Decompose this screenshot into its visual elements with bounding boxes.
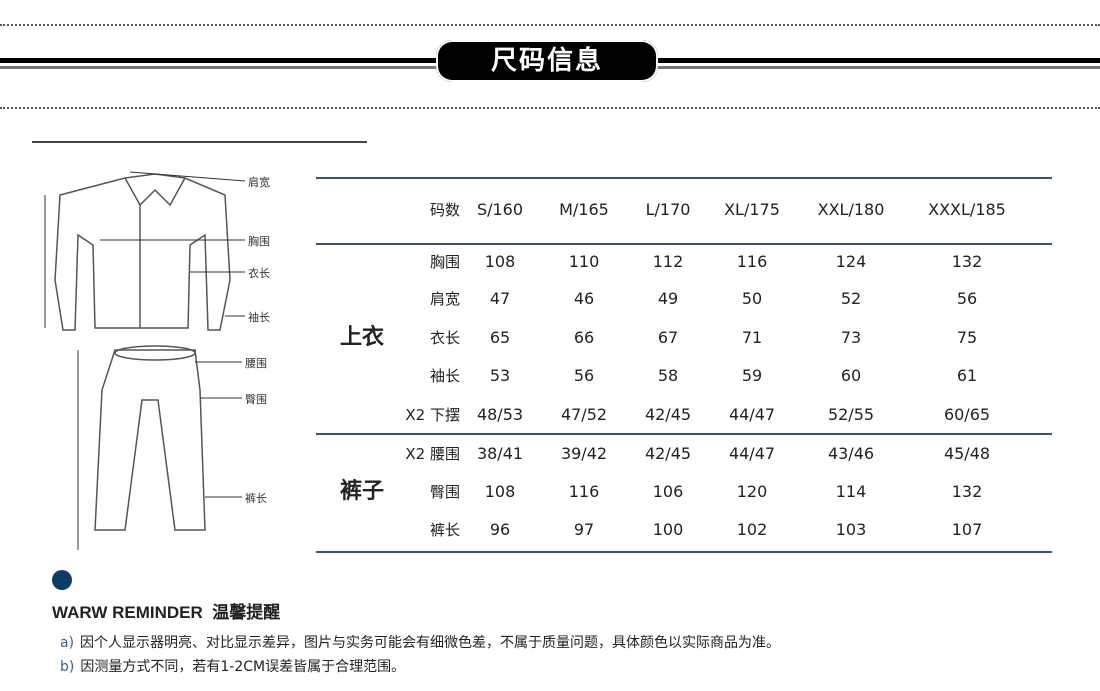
table-cell: 38/41 [476, 444, 524, 463]
table-cell: 43/46 [827, 444, 875, 463]
table-rule [316, 243, 1052, 245]
table-cell: 46 [573, 289, 595, 308]
table-cell: 108 [484, 252, 516, 271]
reminder-title: WARW REMINDER 温馨提醒 [52, 598, 280, 623]
divider [0, 107, 1100, 109]
bullet-icon [52, 570, 72, 590]
table-cell: 53 [489, 366, 511, 385]
size-header: M/165 [559, 200, 609, 219]
table-cell: 49 [657, 289, 679, 308]
table-cell: 48/53 [476, 405, 524, 424]
label-shoulder: 肩宽 [248, 176, 270, 189]
table-cell: 112 [652, 252, 684, 271]
table-cell: 103 [835, 520, 867, 539]
table-cell: 47/52 [560, 405, 608, 424]
reminder-title-cn: 温馨提醒 [212, 603, 281, 622]
label-chest: 胸围 [248, 235, 270, 248]
label-hip: 臀围 [245, 393, 267, 406]
table-cell: 42/45 [644, 444, 692, 463]
row-label: 裤长 [429, 521, 460, 539]
table-rule [316, 177, 1052, 179]
table-cell: 66 [573, 328, 595, 347]
section-title: 尺码信息 [436, 40, 658, 82]
table-cell: 65 [489, 328, 511, 347]
table-cell: 114 [835, 482, 867, 501]
garment-diagram [44, 171, 246, 550]
table-cell: 106 [652, 482, 684, 501]
table-cell: 59 [741, 366, 763, 385]
header-label: 码数 [429, 201, 460, 219]
row-label: X2 腰围 [405, 445, 460, 463]
row-label: X2 下摆 [405, 406, 460, 424]
label-pants-length: 裤长 [245, 492, 267, 505]
row-label: 衣长 [429, 329, 460, 347]
section-label: 裤子 [340, 479, 385, 504]
table-cell: 132 [951, 252, 983, 271]
table-cell: 56 [573, 366, 595, 385]
table-cell: 110 [568, 252, 600, 271]
label-waist: 腰围 [245, 357, 267, 370]
table-cell: 47 [489, 289, 511, 308]
divider [32, 141, 367, 143]
table-cell: 100 [652, 520, 684, 539]
table-cell: 96 [489, 520, 511, 539]
table-cell: 124 [835, 252, 867, 271]
table-cell: 71 [741, 328, 763, 347]
table-cell: 107 [951, 520, 983, 539]
reminder-title-en: WARW REMINDER [52, 603, 203, 622]
table-cell: 44/47 [728, 444, 776, 463]
note-text: 因个人显示器明亮、对比显示差异，图片与实务可能会有细微色差，不属于质量问题，具体… [80, 635, 781, 651]
divider [0, 24, 1100, 26]
size-header: XXL/180 [817, 200, 885, 219]
table-cell: 120 [736, 482, 768, 501]
table-cell: 39/42 [560, 444, 608, 463]
size-header: L/170 [645, 200, 691, 219]
table-cell: 56 [956, 289, 978, 308]
table-cell: 45/48 [943, 444, 991, 463]
table-cell: 132 [951, 482, 983, 501]
row-label: 臀围 [429, 483, 460, 501]
table-cell: 44/47 [728, 405, 776, 424]
table-cell: 52 [840, 289, 862, 308]
label-length: 衣长 [248, 267, 270, 280]
size-header: S/160 [476, 200, 524, 219]
table-cell: 58 [657, 366, 679, 385]
label-sleeve: 袖长 [248, 311, 270, 324]
table-cell: 61 [956, 366, 978, 385]
note-key: b) [60, 659, 75, 675]
table-cell: 102 [736, 520, 768, 539]
row-label: 肩宽 [429, 290, 460, 308]
table-cell: 116 [568, 482, 600, 501]
note-key: a) [60, 635, 75, 651]
table-cell: 108 [484, 482, 516, 501]
note-a: a) 因个人显示器明亮、对比显示差异，图片与实务可能会有细微色差，不属于质量问题，… [60, 632, 780, 652]
section-label: 上衣 [340, 325, 385, 350]
table-cell: 73 [840, 328, 862, 347]
table-cell: 52/55 [827, 405, 875, 424]
table-cell: 75 [956, 328, 978, 347]
table-cell: 42/45 [644, 405, 692, 424]
note-text: 因测量方式不同，若有1-2CM误差皆属于合理范围。 [80, 659, 406, 675]
size-header: XL/175 [724, 200, 780, 219]
table-rule [316, 433, 1052, 435]
table-cell: 60 [840, 366, 862, 385]
size-header: XXXL/185 [928, 200, 1006, 219]
table-cell: 60/65 [943, 405, 991, 424]
row-label: 胸围 [429, 253, 460, 271]
row-label: 袖长 [429, 367, 460, 385]
table-cell: 97 [573, 520, 595, 539]
table-rule [316, 551, 1052, 553]
table-cell: 50 [741, 289, 763, 308]
table-cell: 116 [736, 252, 768, 271]
note-b: b) 因测量方式不同，若有1-2CM误差皆属于合理范围。 [60, 656, 405, 676]
table-cell: 67 [657, 328, 679, 347]
